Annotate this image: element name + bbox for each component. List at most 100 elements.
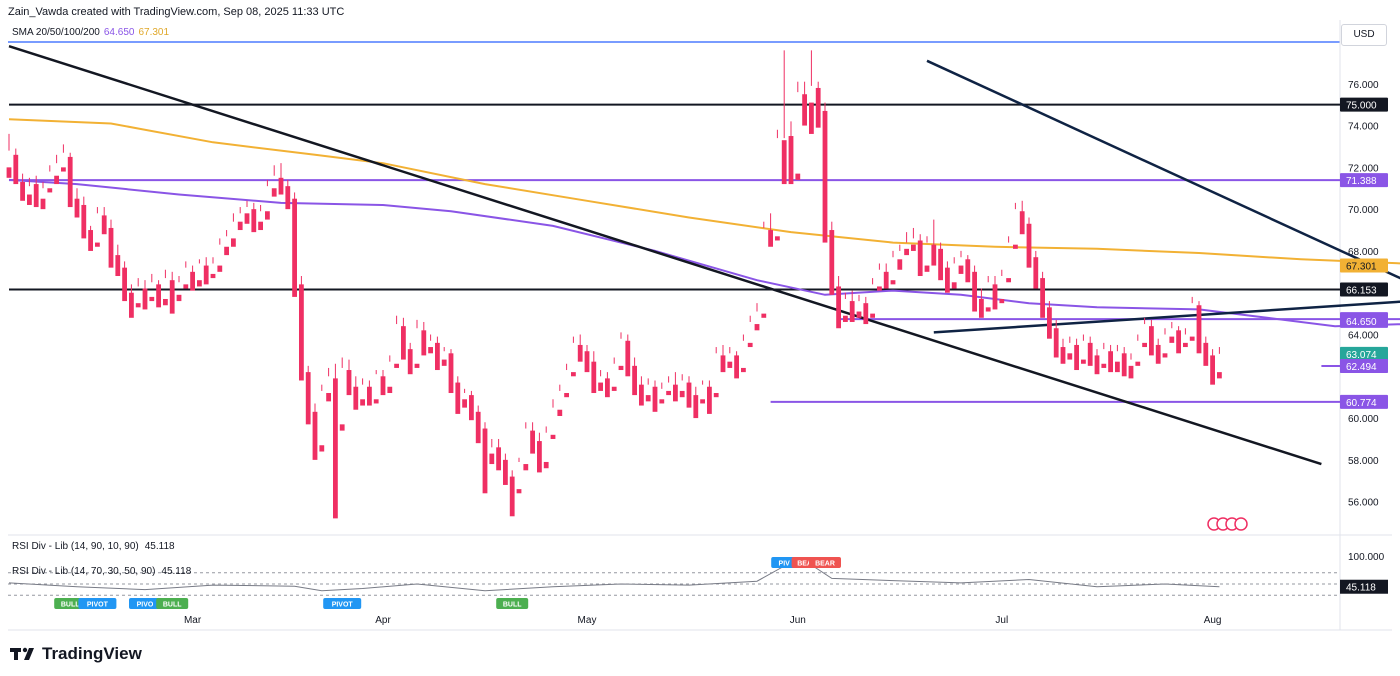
candle-body (999, 298, 1005, 304)
rsi-legend-2-value: 45.118 (161, 566, 192, 577)
trendline (933, 300, 1400, 334)
candle-body (54, 175, 59, 185)
candle-body (367, 386, 372, 406)
candle-body (645, 395, 651, 402)
candle-body (836, 286, 841, 329)
rsi-line (8, 564, 1220, 592)
candle-body (530, 430, 535, 454)
rsi-signal-badge (496, 598, 529, 609)
candle-body (863, 303, 869, 325)
candle-body (897, 259, 903, 270)
candle-body (1196, 305, 1202, 354)
candle-body (135, 303, 141, 308)
candle-body (591, 361, 597, 394)
candle-body (190, 271, 195, 291)
candle-body (1101, 363, 1107, 368)
y-tick-label: 60.000 (1348, 414, 1379, 425)
rsi-legend-2-label: RSI Div - Lib (14, 70, 30, 50, 90) (12, 566, 156, 577)
candle-body (156, 284, 161, 308)
candle-body (224, 246, 229, 256)
candle-body (775, 236, 780, 241)
candle-body (870, 313, 875, 318)
candle-body (360, 399, 365, 406)
candle-body (1094, 355, 1100, 375)
candle-body (448, 353, 454, 394)
candle-body (333, 378, 338, 519)
candle-body (407, 349, 413, 375)
price-badge (1340, 258, 1388, 273)
candle-body (802, 94, 807, 126)
chart-credit: Zain_Vawda created with TradingView.com,… (8, 6, 345, 18)
candle-body (856, 311, 862, 318)
candle-body (625, 340, 631, 377)
candle-body (217, 265, 223, 272)
rsi-signal-label: PIV (779, 561, 791, 568)
candle-body (1033, 257, 1039, 289)
currency-button[interactable]: USD (1341, 24, 1387, 46)
trendline (926, 59, 1400, 280)
candle-body (197, 280, 202, 287)
candle-body (1019, 211, 1025, 235)
rsi-legend-2[interactable]: RSI Div - Lib (14, 70, 30, 50, 90) 45.118 (12, 566, 191, 577)
event-flag-icon (1234, 517, 1248, 531)
candle-body (271, 188, 277, 197)
y-tick-label: 58.000 (1348, 456, 1379, 467)
candle-body (13, 154, 19, 185)
candle-body (1128, 365, 1134, 379)
sma-legend-value-1: 64.650 (103, 27, 135, 38)
candle-body (931, 244, 937, 266)
price-badge-label: 63.074 (1346, 350, 1377, 361)
candle-body (720, 355, 726, 373)
candle-body (1115, 361, 1120, 373)
candle-body (1074, 344, 1079, 371)
candle-body (183, 284, 189, 289)
x-tick-label: Jul (995, 615, 1008, 626)
brand-name: TradingView (42, 644, 142, 663)
candle-body (1169, 336, 1175, 343)
candle-body (1067, 353, 1073, 360)
x-tick-label: Mar (184, 615, 202, 626)
candle-body (829, 230, 835, 295)
price-badge (1340, 313, 1388, 328)
candle-body (577, 344, 583, 362)
price-badge-label: 66.153 (1346, 286, 1377, 297)
sma-legend[interactable]: SMA 20/50/100/200 64.650 67.301 (12, 27, 169, 38)
candle-body (1217, 372, 1222, 379)
candle-body (435, 342, 440, 371)
rsi-signal-badge (771, 557, 798, 568)
candle-body (326, 393, 331, 402)
candle-body (169, 280, 175, 314)
candle-body (890, 280, 896, 285)
candle-body (142, 288, 148, 310)
rsi-signal-label: PIVO (137, 602, 154, 609)
candle-body (1135, 361, 1141, 366)
candle-body (475, 411, 481, 444)
candle-body (1210, 355, 1215, 385)
candle-body (489, 453, 495, 465)
candle-body (666, 390, 671, 396)
candle-body (849, 301, 855, 322)
candle-body (20, 181, 25, 201)
candle-body (958, 265, 964, 274)
rsi-signal-label: BULL (61, 602, 80, 609)
candle-body (1087, 342, 1093, 366)
candle-body (611, 386, 617, 391)
candle-body (482, 428, 488, 494)
candle-body (951, 282, 957, 289)
candle-body (965, 259, 971, 283)
price-badge (1340, 394, 1388, 409)
candle-body (47, 188, 53, 193)
rsi-signal-label: BEAR (815, 561, 835, 568)
candle-body (428, 347, 433, 354)
rsi-legend-1[interactable]: RSI Div - Lib (14, 90, 10, 90) 45.118 (12, 541, 175, 552)
tradingview-logo-icon (10, 647, 34, 660)
candle-body (1155, 344, 1161, 364)
x-tick-label: Jun (790, 615, 806, 626)
rsi-signal-label: PIVOT (332, 602, 354, 609)
candle-body (883, 271, 889, 289)
candle-body (632, 365, 637, 396)
candle-body (1108, 351, 1113, 373)
candle-body (516, 489, 522, 494)
rsi-signal-badge (809, 557, 841, 568)
